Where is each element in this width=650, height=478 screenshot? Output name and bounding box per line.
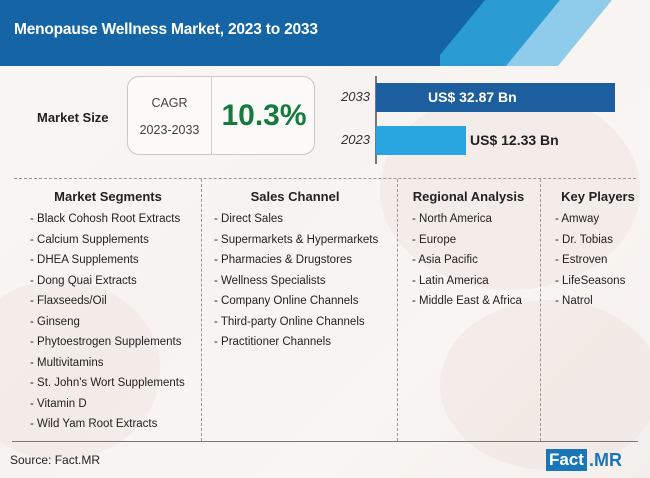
cagr-box: CAGR 2023-2033 10.3% <box>127 76 315 155</box>
list-item: - Pharmacies & Drugstores <box>214 254 353 266</box>
list-item: - Supermarkets & Hypermarkets <box>214 233 379 246</box>
list-item: - Calcium Supplements <box>30 233 149 246</box>
list-item: - North America <box>412 213 492 225</box>
list-item: - Third-party Online Channels <box>214 315 365 328</box>
list-item: - Estroven <box>555 254 608 266</box>
bar-2023 <box>376 126 466 155</box>
column-heading: Regional Analysis <box>412 189 525 204</box>
market-size-label: Market Size <box>37 110 109 125</box>
list-item: - Dong Quai Extracts <box>30 274 137 287</box>
list-item: - Amway <box>555 213 600 225</box>
market-size-bar-chart: 2033 US$ 32.87 Bn 2023 US$ 12.33 Bn <box>330 76 630 166</box>
cagr-period: 2023-2033 <box>139 123 200 137</box>
header-stripes-graphic <box>0 0 612 66</box>
list-item: - Dr. Tobias <box>555 233 613 246</box>
list-item: - Middle East & Africa <box>412 295 522 307</box>
list-item: - Ginseng <box>30 315 80 328</box>
factmr-logo: Fact .MR <box>546 449 622 471</box>
bar-year-label: 2023 <box>341 132 370 147</box>
cagr-label: CAGR <box>151 96 188 110</box>
player-list: - Amway - Dr. Tobias - Estroven - LifeSeaso… <box>555 209 645 312</box>
logo-mr: .MR <box>588 449 622 470</box>
bar-value-label: US$ 32.87 Bn <box>428 89 517 105</box>
list-item: - Europe <box>412 233 457 246</box>
list-item: - Direct Sales <box>214 213 284 225</box>
cagr-divider <box>211 77 212 154</box>
segment-list: - Black Cohosh Root Extracts - Calcium Su… <box>30 209 200 435</box>
column-sales-channel: Sales Channel - Direct Sales - Supermarke… <box>214 189 394 353</box>
list-item: - Practitioner Channels <box>214 336 331 348</box>
column-divider <box>201 179 202 441</box>
column-divider <box>540 179 541 441</box>
column-heading: Key Players <box>561 189 635 204</box>
list-item: - LifeSeasons <box>555 274 626 287</box>
logo-fact: Fact <box>546 449 587 471</box>
column-divider <box>397 179 398 441</box>
list-item: - Wellness Specialists <box>214 274 326 287</box>
list-item: - Latin America <box>412 274 489 287</box>
list-item: - Flaxseeds/Oil <box>30 295 107 307</box>
cagr-value: 10.3% <box>221 99 307 132</box>
footer-divider <box>12 441 638 442</box>
page-title: Menopause Wellness Market, 2023 to 2033 <box>14 21 318 38</box>
bar-value-label: US$ 12.33 Bn <box>470 132 559 148</box>
column-regional-analysis: Regional Analysis - North America - Europ… <box>412 189 537 312</box>
chart-axis <box>375 76 377 164</box>
column-market-segments: Market Segments - Black Cohosh Root Extr… <box>30 189 200 435</box>
bar-2033 <box>376 83 615 112</box>
list-item: - Natrol <box>555 295 593 307</box>
column-heading: Sales Channel <box>250 189 340 204</box>
list-item: - Multivitamins <box>30 356 104 369</box>
column-heading: Market Segments <box>54 189 162 204</box>
list-item: - Phytoestrogen Supplements <box>30 336 182 348</box>
list-item: - St. John's Wort Supplements <box>30 377 185 389</box>
source-text: Source: Fact.MR <box>10 453 101 467</box>
header-banner: Menopause Wellness Market, 2023 to 2033 <box>0 0 650 66</box>
list-item: - DHEA Supplements <box>30 254 139 266</box>
bar-year-label: 2033 <box>341 89 370 104</box>
list-item: - Wild Yam Root Extracts <box>30 418 158 430</box>
list-item: - Company Online Channels <box>214 295 359 307</box>
region-list: - North America - Europe - Asia Pacific - L… <box>412 209 537 312</box>
list-item: - Black Cohosh Root Extracts <box>30 213 181 225</box>
column-key-players: Key Players - Amway - Dr. Tobias - Estrove… <box>555 189 645 312</box>
list-item: - Asia Pacific <box>412 254 478 266</box>
panel-top-border <box>14 178 636 179</box>
list-item: - Vitamin D <box>30 397 87 410</box>
channel-list: - Direct Sales - Supermarkets & Hypermark… <box>214 209 394 353</box>
